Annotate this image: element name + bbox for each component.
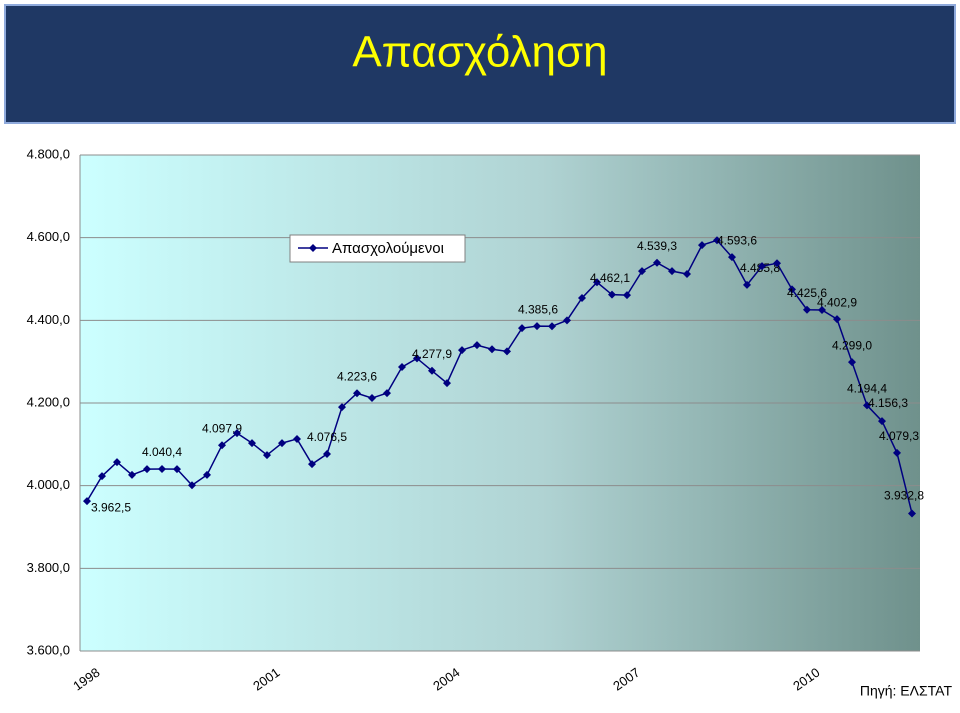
point-marker: [413, 354, 421, 363]
point-marker: [803, 305, 811, 314]
x-tick-label: 1998: [70, 665, 102, 694]
point-marker: [713, 236, 721, 245]
data-label: 3.932,8: [884, 489, 924, 503]
y-tick-label: 4.600,0: [27, 229, 70, 244]
y-tick-label: 4.400,0: [27, 312, 70, 327]
point-marker: [578, 294, 586, 303]
point-marker: [908, 509, 916, 518]
point-marker: [338, 403, 346, 412]
legend: Απασχολούμενοι: [289, 234, 466, 263]
point-marker: [488, 345, 496, 354]
point-marker: [443, 379, 451, 388]
point-marker: [278, 439, 286, 448]
point-marker: [128, 470, 136, 479]
point-marker: [653, 258, 661, 267]
point-marker: [458, 346, 466, 355]
title-banner: [4, 4, 956, 124]
point-marker: [743, 280, 751, 289]
x-tick-label: 2010: [790, 665, 822, 694]
data-label: 4.194,4: [847, 381, 887, 395]
point-marker: [233, 429, 241, 438]
point-marker: [863, 401, 871, 410]
point-marker: [323, 450, 331, 459]
point-marker: [728, 253, 736, 262]
y-tick-label: 4.000,0: [27, 477, 70, 492]
legend-label: Απασχολούμενοι: [332, 240, 444, 257]
data-label: 4.299,0: [832, 338, 872, 352]
x-tick-label: 2004: [430, 665, 462, 694]
point-marker: [248, 439, 256, 448]
legend-marker: [309, 244, 317, 252]
point-marker: [353, 389, 361, 398]
data-label: 4.079,3: [879, 429, 919, 443]
y-tick-label: 3.800,0: [27, 560, 70, 575]
point-marker: [263, 451, 271, 460]
y-tick-label: 4.800,0: [27, 146, 70, 161]
point-marker: [533, 322, 541, 331]
point-marker: [758, 262, 766, 271]
data-label: 4.402,9: [817, 295, 857, 309]
data-label: 4.097,9: [202, 421, 242, 435]
point-marker: [398, 363, 406, 372]
point-marker: [773, 259, 781, 268]
data-label: 4.156,3: [868, 396, 908, 410]
point-marker: [158, 464, 166, 473]
point-marker: [593, 278, 601, 287]
data-label: 4.385,6: [518, 302, 558, 316]
data-label: 4.040,4: [142, 445, 182, 459]
point-marker: [218, 441, 226, 450]
point-marker: [893, 448, 901, 457]
point-marker: [308, 460, 316, 469]
data-label: 4.425,6: [787, 286, 827, 300]
data-label: 3.962,5: [91, 500, 131, 514]
point-marker: [113, 458, 121, 467]
point-marker: [203, 470, 211, 479]
data-label: 4.223,6: [337, 369, 377, 383]
point-marker: [878, 417, 886, 426]
point-marker: [368, 394, 376, 403]
point-marker: [683, 270, 691, 279]
source: Πηγή: ΕΛΣΤΑΤ: [860, 683, 953, 699]
point-marker: [818, 306, 826, 314]
legend-box: [289, 234, 466, 263]
y-tick-label: 3.600,0: [27, 642, 70, 657]
point-marker: [788, 285, 796, 294]
point-marker: [518, 324, 526, 333]
point-marker: [698, 241, 706, 250]
point-marker: [638, 267, 646, 276]
point-marker: [548, 322, 556, 331]
point-marker: [833, 315, 841, 324]
point-marker: [188, 481, 196, 490]
point-marker: [668, 267, 676, 276]
point-marker: [473, 341, 481, 350]
point-marker: [563, 316, 571, 325]
data-label: 4.462,1: [590, 271, 630, 285]
point-marker: [98, 472, 106, 481]
y-tick-label: 4.200,0: [27, 394, 70, 409]
data-label: 4.593,6: [717, 233, 757, 247]
point-marker: [848, 358, 856, 367]
point-marker: [383, 389, 391, 398]
data-label: 4.539,3: [637, 239, 677, 253]
chart-title: Απασχόληση: [352, 28, 607, 77]
point-marker: [143, 465, 151, 474]
data-label: 4.076,5: [307, 430, 347, 444]
point-marker: [83, 497, 91, 506]
x-tick-label: 2001: [250, 665, 282, 694]
point-marker: [623, 291, 631, 300]
point-marker: [503, 347, 511, 356]
point-marker: [608, 290, 616, 299]
data-label: 4.277,9: [412, 347, 452, 361]
point-marker: [293, 434, 301, 443]
point-marker: [173, 465, 181, 474]
point-marker: [428, 366, 436, 375]
x-tick-label: 2007: [610, 665, 642, 694]
